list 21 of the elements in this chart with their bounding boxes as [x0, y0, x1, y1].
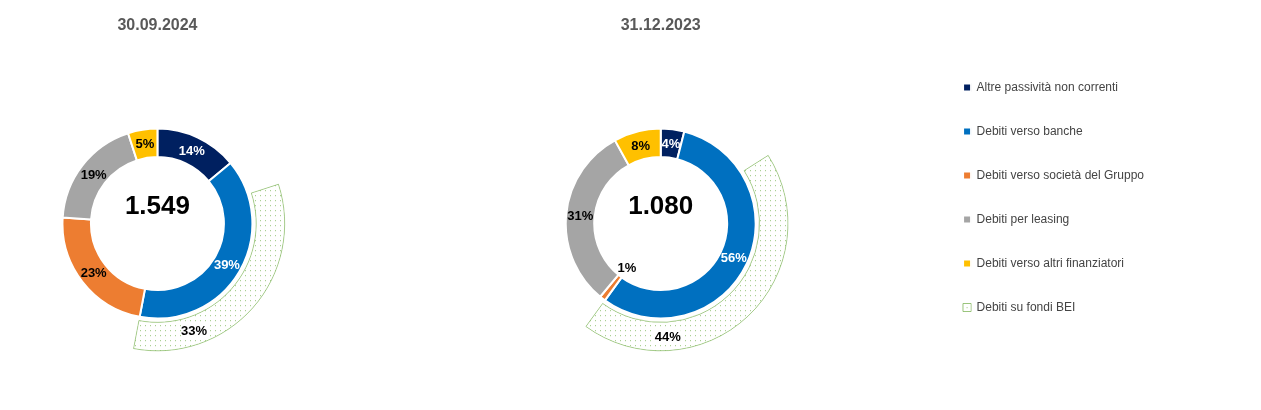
legend-label: Debiti verso banche [976, 124, 1083, 138]
data-label: 5% [135, 136, 155, 152]
data-label: 33% [181, 322, 208, 338]
data-label: 31% [567, 208, 594, 224]
text: 1.080 [628, 189, 694, 220]
data-label: 44% [654, 328, 682, 344]
legend-label: Debiti per leasing [976, 212, 1070, 226]
chart-title: 30.09.2024 [117, 16, 198, 34]
data-label: 56% [720, 250, 748, 266]
data-label: 1% [617, 259, 637, 275]
text: 1.549 [124, 189, 190, 220]
data-label: 8% [631, 138, 651, 154]
data-label: 23% [80, 265, 108, 281]
data-label: 14% [178, 143, 206, 159]
legend-label: Debiti verso società del Gruppo [976, 168, 1144, 182]
legend-label: Altre passività non correnti [976, 80, 1118, 94]
legend-label: Debiti verso altri finanziatori [976, 256, 1124, 270]
data-label: 39% [213, 257, 241, 273]
data-label: 19% [80, 166, 108, 182]
chart-title: 31.12.2023 [620, 16, 701, 34]
legend-label: Debiti su fondi BEI [976, 300, 1076, 314]
